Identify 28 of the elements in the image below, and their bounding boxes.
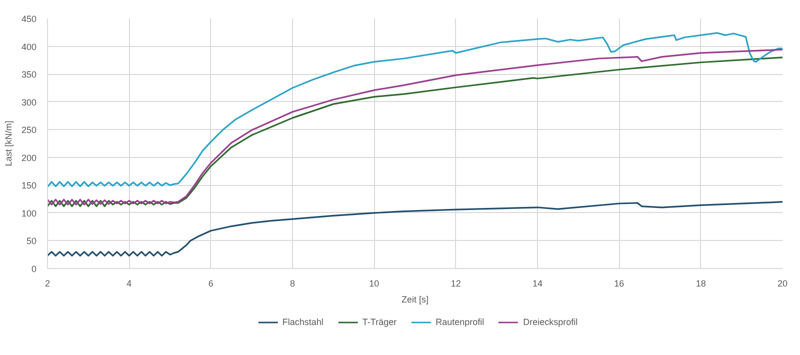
y-tick-label: 450 bbox=[21, 14, 37, 24]
x-tick-label: 2 bbox=[44, 278, 50, 288]
y-tick-label: 350 bbox=[21, 70, 37, 80]
y-tick-label: 200 bbox=[21, 152, 37, 163]
y-tick-label: 250 bbox=[21, 125, 37, 136]
x-tick-label: 4 bbox=[126, 278, 132, 288]
x-tick-label: 18 bbox=[696, 278, 706, 288]
y-tick-label: 100 bbox=[21, 208, 37, 218]
line-series bbox=[48, 32, 782, 188]
legend-label: Rautenprofil bbox=[436, 316, 484, 328]
y-tick-label: 50 bbox=[26, 236, 37, 246]
y-tick-label: 150 bbox=[21, 180, 37, 191]
x-tick-label: 20 bbox=[777, 278, 788, 288]
x-tick-label: 6 bbox=[208, 278, 214, 288]
legend-label: Dreiecksprofil bbox=[523, 316, 578, 328]
y-tick-label: 0 bbox=[31, 264, 37, 274]
x-tick-label: 12 bbox=[450, 278, 461, 288]
x-tick-label: 10 bbox=[369, 278, 380, 288]
x-tick-label: 8 bbox=[290, 278, 296, 288]
x-tick-label: 16 bbox=[614, 278, 624, 288]
y-tick-label: 400 bbox=[21, 42, 37, 52]
line-series bbox=[48, 201, 782, 257]
y-axis-title: Last [kN/m] bbox=[3, 120, 14, 166]
x-tick-label: 14 bbox=[532, 278, 543, 288]
legend-label: Flachstahl bbox=[282, 316, 324, 328]
legend-label: T-Träger bbox=[362, 316, 397, 328]
y-tick-label: 300 bbox=[21, 97, 37, 108]
x-axis-title: Zeit [s] bbox=[402, 294, 429, 304]
